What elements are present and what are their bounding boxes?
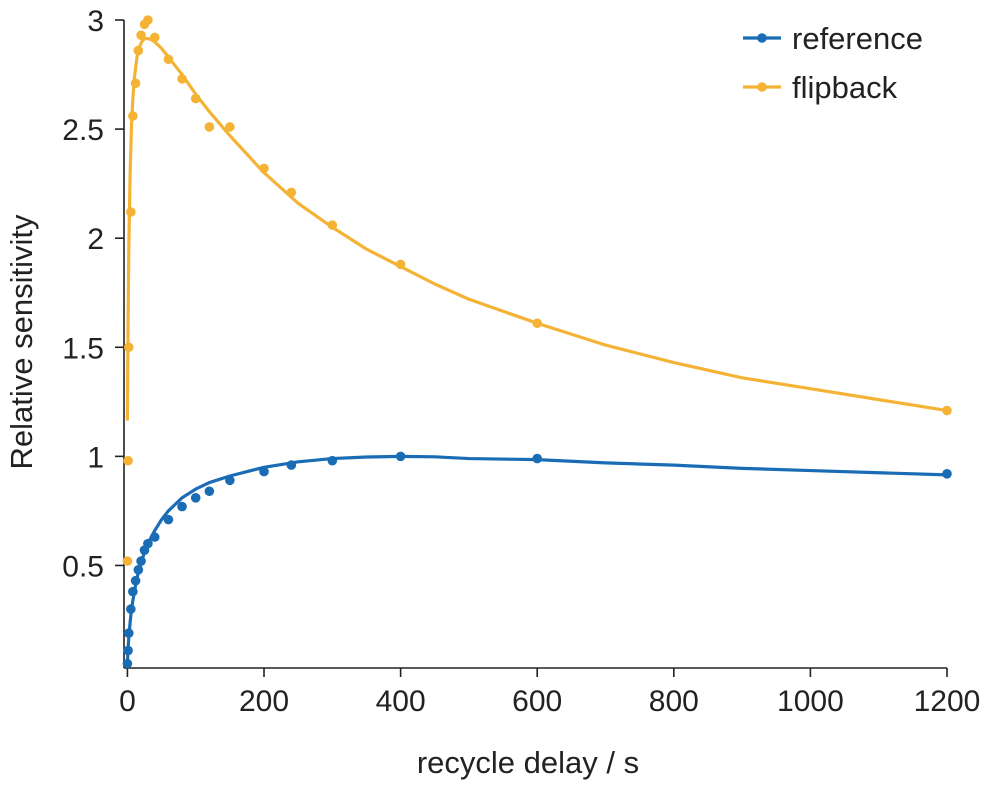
flipback-data-point	[163, 54, 174, 65]
y-tick-label: 1	[87, 441, 104, 474]
flipback-data-point	[123, 455, 133, 466]
flipback-data-point	[122, 556, 133, 566]
flipback-data-point	[136, 30, 146, 41]
flipback-data-point	[126, 207, 136, 217]
reference-data-point	[130, 575, 141, 586]
axes: 0 200 400 600 800 1000 1200 0.5 1 1.5 2 2.5 3	[62, 5, 980, 718]
reference-data-point	[532, 453, 543, 464]
flipback-data-point	[204, 122, 215, 132]
reference-data-point	[225, 475, 235, 486]
x-ticks: 0 200 400 600 800 1000 1200	[119, 668, 980, 718]
flipback-data-point	[190, 93, 201, 104]
x-tick-label: 400	[376, 685, 426, 718]
reference-data-point	[163, 514, 174, 525]
legend-item-flipback: flipback	[743, 70, 898, 105]
flipback-data-point	[177, 74, 187, 84]
reference-data-point	[143, 538, 153, 549]
series-flipback	[122, 15, 952, 566]
flipback-data-point	[149, 32, 160, 43]
flipback-data-point	[259, 163, 269, 174]
legend-marker-flipback	[757, 82, 767, 92]
x-axis-title: recycle delay / s	[417, 745, 639, 780]
y-tick-label: 0.5	[62, 550, 104, 583]
flipback-data-point	[225, 122, 235, 132]
legend-label-flipback: flipback	[792, 70, 898, 105]
y-ticks: 0.5 1 1.5 2 2.5 3	[62, 5, 124, 583]
flipback-data-point	[286, 187, 297, 198]
reference-data-point	[126, 604, 136, 614]
series-layer	[122, 15, 952, 669]
reference-data-point	[136, 556, 146, 566]
x-tick-label: 200	[239, 685, 289, 718]
reference-data-point	[286, 460, 297, 470]
flipback-data-point	[395, 259, 406, 270]
flipback-data-point	[327, 220, 338, 230]
y-tick-label: 2.5	[62, 114, 104, 147]
flipback-data-point	[123, 342, 134, 353]
flipback-data-point	[128, 111, 138, 121]
legend: reference flipback	[743, 21, 923, 105]
flipback-data-point	[130, 78, 141, 89]
reference-data-point	[123, 628, 134, 638]
legend-label-reference: reference	[792, 21, 923, 56]
reference-data-point	[123, 645, 133, 656]
x-tick-label: 600	[512, 685, 562, 718]
reference-data-point	[149, 532, 160, 542]
reference-fit-line	[125, 454, 949, 666]
reference-data-point	[122, 658, 133, 669]
y-tick-label: 2	[87, 223, 104, 256]
y-axis-title: Relative sensitivity	[4, 214, 39, 469]
flipback-data-point	[532, 318, 543, 329]
reference-data-point	[190, 493, 201, 503]
reference-data-point	[327, 455, 338, 466]
flipback-data-point	[133, 45, 144, 56]
flipback-data-point	[942, 405, 952, 416]
reference-data-point	[259, 466, 269, 477]
series-reference	[122, 451, 952, 669]
y-tick-label: 3	[87, 5, 104, 38]
legend-item-reference: reference	[743, 21, 923, 56]
reference-data-point	[177, 501, 187, 512]
legend-marker-reference	[757, 33, 767, 43]
reference-data-point	[128, 586, 138, 597]
reference-data-point	[133, 565, 144, 575]
x-tick-label: 800	[649, 685, 699, 718]
reference-data-point	[942, 469, 952, 479]
reference-data-point	[204, 486, 215, 497]
reference-data-point	[395, 451, 406, 462]
flipback-data-point	[143, 15, 153, 25]
x-tick-label: 1200	[914, 685, 981, 718]
x-tick-label: 1000	[777, 685, 844, 718]
y-tick-label: 1.5	[62, 332, 104, 365]
x-tick-label: 0	[119, 685, 136, 718]
